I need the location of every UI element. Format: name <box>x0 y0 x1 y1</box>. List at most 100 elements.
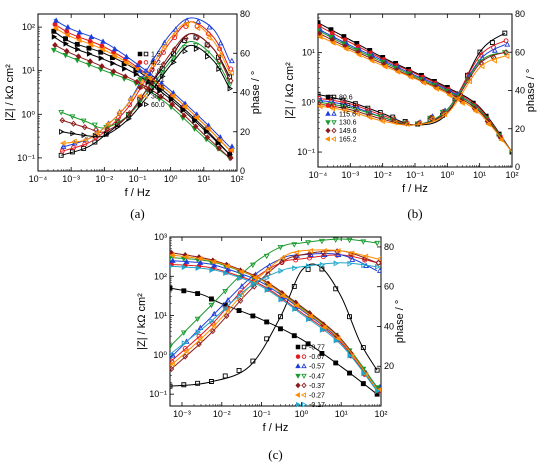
phase-point <box>503 53 510 60</box>
y-right-tick-label: 20 <box>384 361 394 371</box>
magnitude-point <box>227 151 233 158</box>
magnitude-point <box>472 108 478 114</box>
phase-point <box>159 70 166 76</box>
x-tick-label: 10² <box>374 409 387 419</box>
magnitude-point <box>168 96 175 103</box>
magnitude-point <box>111 52 117 59</box>
legend-marker-filled <box>325 103 331 108</box>
magnitude-point <box>195 291 201 296</box>
phase-point <box>194 25 201 32</box>
phase-point <box>416 120 422 127</box>
legend: -0.77 -0.67 -0.57 -0.47 -0.37 -0.27 -0.17 <box>294 345 325 409</box>
magnitude-point <box>318 33 323 40</box>
magnitude-point <box>158 83 164 90</box>
magnitude-point <box>170 252 175 259</box>
phase-point <box>342 107 348 114</box>
phase-point <box>454 96 460 102</box>
magnitude-point <box>170 264 174 269</box>
phase-point <box>225 297 231 303</box>
y-right-tick-label: 40 <box>384 321 394 331</box>
magnitude-point <box>86 50 93 57</box>
phase-point <box>333 286 339 292</box>
magnitude-point <box>209 267 215 274</box>
legend-label: -0.37 <box>309 383 325 390</box>
legend-marker-open <box>331 94 337 100</box>
series-103.9 <box>318 23 512 155</box>
y-right-tick-label: 60 <box>384 282 394 292</box>
legend-label: 21.1 <box>151 77 165 84</box>
phase-point <box>217 39 224 46</box>
phase-point <box>318 103 323 110</box>
plot-data <box>318 20 512 156</box>
phase-point <box>376 256 381 262</box>
x-tick-label: 10⁻³ <box>173 409 191 419</box>
magnitude-point <box>157 88 163 94</box>
phase-point <box>126 115 132 122</box>
y-left-tick-label: 10² <box>154 271 167 281</box>
magnitude-point <box>52 42 58 49</box>
x-tick-label: 10⁻² <box>213 409 231 419</box>
phase-point <box>196 341 202 348</box>
phase-point <box>362 253 369 260</box>
phase-point <box>127 96 133 103</box>
x-tick-label: 10⁻¹ <box>253 409 271 419</box>
legend-marker-filled <box>137 77 143 83</box>
legend-marker-filled <box>294 392 300 398</box>
legend-label: -0.27 <box>309 393 325 400</box>
phase-point <box>227 77 234 84</box>
magnitude-point <box>238 268 244 275</box>
magnitude-point <box>236 308 242 313</box>
legend-label: 130.6 <box>339 120 357 127</box>
phase-point <box>264 274 271 281</box>
legend-label: -0.17 <box>309 402 325 409</box>
magnitude-fit-line <box>170 257 378 388</box>
phase-point <box>91 122 98 128</box>
x-axis-label: f / Hz <box>125 187 151 199</box>
magnitude-point <box>291 333 297 339</box>
magnitude-point <box>216 145 222 152</box>
phase-point <box>429 115 435 122</box>
x-tick-label: 10¹ <box>473 170 486 180</box>
phase-point <box>349 256 356 262</box>
phase-point <box>160 50 166 56</box>
phase-fit-line <box>61 21 231 144</box>
legend-marker-open <box>331 120 337 126</box>
magnitude-point <box>87 41 94 48</box>
series--0.47 <box>170 237 381 391</box>
panel-label: (a) <box>130 206 144 221</box>
magnitude-point <box>420 79 427 86</box>
magnitude-point <box>208 296 214 302</box>
magnitude-point <box>375 388 381 395</box>
y-right-tick-label: 60 <box>240 48 250 58</box>
phase-point <box>332 237 339 243</box>
phase-point <box>224 307 231 314</box>
x-tick-label: 10¹ <box>197 174 210 184</box>
chart-panel-1: 10⁻⁴ 10⁻³ 10⁻² 10⁻¹ 10⁰ 10¹ 10²10⁻¹10⁰10¹10²02… <box>4 9 262 221</box>
legend-marker-filled <box>324 136 330 142</box>
phase-point <box>82 141 88 147</box>
magnitude-point <box>63 36 68 42</box>
phase-point <box>305 240 312 246</box>
phase-fit-line <box>170 249 378 367</box>
phase-point <box>208 302 215 309</box>
magnitude-point <box>321 324 327 331</box>
phase-fit-line <box>170 238 378 347</box>
phase-point <box>228 69 234 76</box>
phase-point <box>170 360 175 367</box>
magnitude-point <box>181 264 188 271</box>
magnitude-point <box>205 125 211 132</box>
series-165.2 <box>318 33 512 153</box>
magnitude-point <box>63 48 70 55</box>
y-right-tick-label: 0 <box>240 166 245 176</box>
phase-point <box>319 261 326 268</box>
phase-point <box>217 52 223 59</box>
phase-point <box>105 120 111 127</box>
magnitude-point <box>88 33 95 40</box>
magnitude-point <box>228 154 234 161</box>
phase-point <box>278 314 283 320</box>
phase-point <box>379 118 385 125</box>
phase-point <box>266 265 272 272</box>
x-axis-label: f / Hz <box>402 183 428 195</box>
phase-point <box>195 18 202 24</box>
magnitude-point <box>211 262 218 268</box>
